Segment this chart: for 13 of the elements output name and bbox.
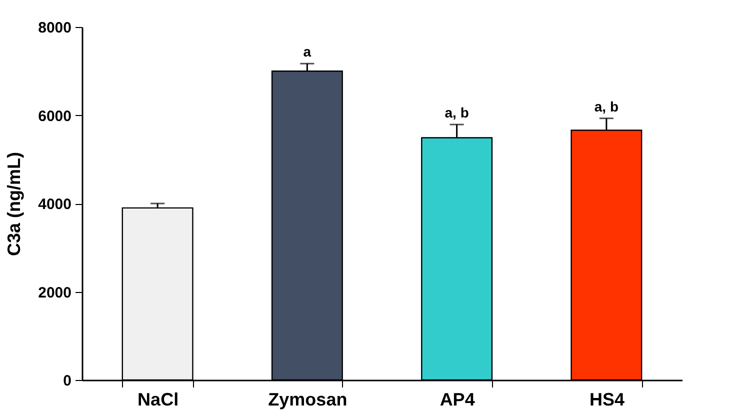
annotation: a, b [594,98,618,114]
y-tick-label: 0 [63,372,72,390]
y-tick-label: 6000 [38,108,72,125]
y-tick-label: 4000 [38,196,72,213]
y-tick-label: 2000 [38,284,72,302]
x-tick-label: NaCl [138,390,179,410]
x-tick-label: AP4 [440,390,475,410]
x-tick-label: Zymosan [268,390,348,410]
x-tick-label: HS4 [589,390,624,410]
y-axis-title: C3a (ng/mL) [4,152,24,256]
annotation: a, b [444,104,469,121]
y-tick-label: 8000 [38,20,72,36]
annotation: a [303,44,312,60]
